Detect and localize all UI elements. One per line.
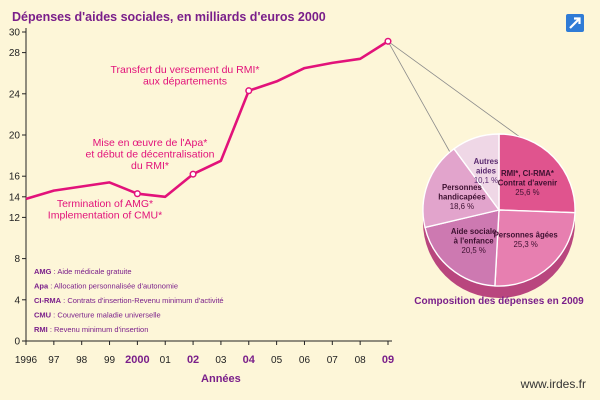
x-tick-label: 07 xyxy=(327,355,339,366)
y-tick-label: 28 xyxy=(9,48,21,59)
annotation-label: Termination of AMG* Implementation of CMU… xyxy=(48,198,162,222)
glossary-entry: AMG : Aide médicale gratuite xyxy=(34,267,132,276)
y-tick-label: 14 xyxy=(9,192,21,203)
y-tick-label: 24 xyxy=(9,89,21,100)
x-tick-label: 09 xyxy=(382,354,394,366)
x-tick-label: 08 xyxy=(355,355,367,366)
y-tick-label: 0 xyxy=(14,337,20,348)
x-tick-label: 97 xyxy=(48,355,60,366)
chart-title: Dépenses d'aides sociales, en milliards … xyxy=(12,10,326,24)
pie-slice-label: Autres aides 10,1 % xyxy=(474,157,499,185)
x-tick-label: 04 xyxy=(243,354,256,366)
pie-slice xyxy=(494,209,576,287)
pie-slice xyxy=(498,133,576,214)
pie-slice xyxy=(453,133,500,213)
pie-slice xyxy=(422,147,501,229)
x-tick-label: 2000 xyxy=(125,354,149,366)
footer-site: www.irdes.fr xyxy=(520,377,586,391)
data-point-marker xyxy=(245,87,253,95)
data-point-marker xyxy=(384,37,392,45)
data-point-marker xyxy=(133,190,141,198)
y-tick-label: 4 xyxy=(14,295,20,306)
annotation-label: Mise en œuvre de l'Apa* et début de décen… xyxy=(85,137,214,172)
glossary-entry: CI-RMA : Contrats d'insertion-Revenu min… xyxy=(34,296,224,305)
pie-title: Composition des dépenses en 2009 xyxy=(414,296,584,307)
x-tick-label: 05 xyxy=(271,355,283,366)
glossary-entry: RMI : Revenu minimum d'insertion xyxy=(34,325,148,334)
pie-slice-label: RMI*, CI-RMA* Contrat d'avenir 25,6 % xyxy=(498,169,557,197)
pie-slice-label: Aide sociale à l'enfance 20,5 % xyxy=(451,227,497,255)
y-tick-label: 8 xyxy=(14,254,20,265)
x-axis-label: Années xyxy=(201,373,241,385)
x-tick-label: 98 xyxy=(76,355,88,366)
x-tick-label: 99 xyxy=(104,355,116,366)
pie-slice-label: Personnes âgées 25,3 % xyxy=(494,230,559,249)
data-point-marker xyxy=(189,170,197,178)
x-tick-label: 06 xyxy=(299,355,311,366)
pie-slice xyxy=(424,209,500,287)
x-tick-label: 03 xyxy=(215,355,227,366)
annotation-label: Transfert du versement du RMI* aux départ… xyxy=(111,64,260,88)
y-tick-label: 30 xyxy=(9,28,21,39)
x-tick-label: 02 xyxy=(187,354,199,366)
y-tick-label: 12 xyxy=(9,213,21,224)
series-line xyxy=(25,40,389,201)
pie-slice-label: Personnes handicapées 18,6 % xyxy=(438,183,486,211)
glossary-entry: Apa : Allocation personnalisée d'autonom… xyxy=(34,282,178,291)
guide-line xyxy=(387,41,452,155)
external-link-icon[interactable] xyxy=(566,14,584,32)
x-tick-label: 1996 xyxy=(15,355,38,366)
y-tick-label: 16 xyxy=(9,172,21,183)
x-tick-label: 01 xyxy=(160,355,172,366)
y-tick-label: 20 xyxy=(9,131,21,142)
glossary-entry: CMU : Couverture maladie universelle xyxy=(34,311,161,320)
